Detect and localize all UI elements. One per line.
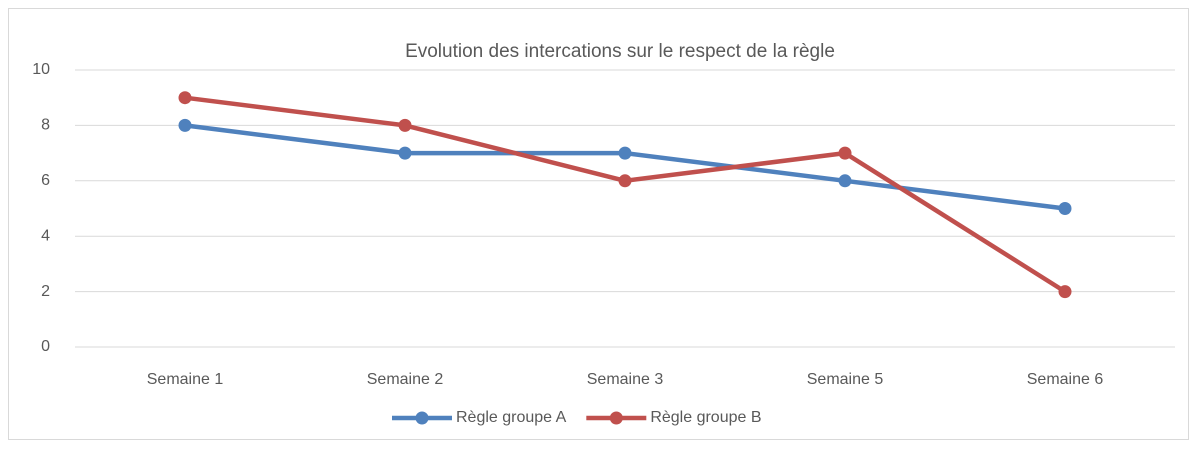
y-tick-label: 6 xyxy=(41,172,50,189)
data-point xyxy=(1058,285,1072,299)
data-point xyxy=(398,146,412,160)
y-tick-label: 8 xyxy=(41,117,50,134)
data-point xyxy=(178,91,192,105)
x-tick-label: Semaine 2 xyxy=(367,371,444,388)
y-tick-label: 4 xyxy=(41,227,50,244)
data-point xyxy=(398,118,412,132)
y-tick-label: 2 xyxy=(41,283,50,300)
chart-title: Evolution des intercations sur le respec… xyxy=(405,41,835,62)
data-point xyxy=(838,174,852,188)
legend-label: Règle groupe B xyxy=(650,409,761,426)
x-tick-label: Semaine 1 xyxy=(147,371,224,388)
data-point xyxy=(618,146,632,160)
legend-label: Règle groupe A xyxy=(456,409,567,426)
data-point xyxy=(178,118,192,132)
legend-marker xyxy=(609,411,623,425)
data-point xyxy=(838,146,852,160)
x-tick-label: Semaine 3 xyxy=(587,371,664,388)
chart-border xyxy=(8,8,1189,440)
y-tick-label: 10 xyxy=(32,61,50,78)
data-point xyxy=(618,174,632,188)
legend-marker xyxy=(415,411,429,425)
data-point xyxy=(1058,202,1072,215)
x-tick-label: Semaine 6 xyxy=(1027,371,1104,388)
y-tick-label: 0 xyxy=(41,338,50,355)
x-tick-label: Semaine 5 xyxy=(807,371,884,388)
